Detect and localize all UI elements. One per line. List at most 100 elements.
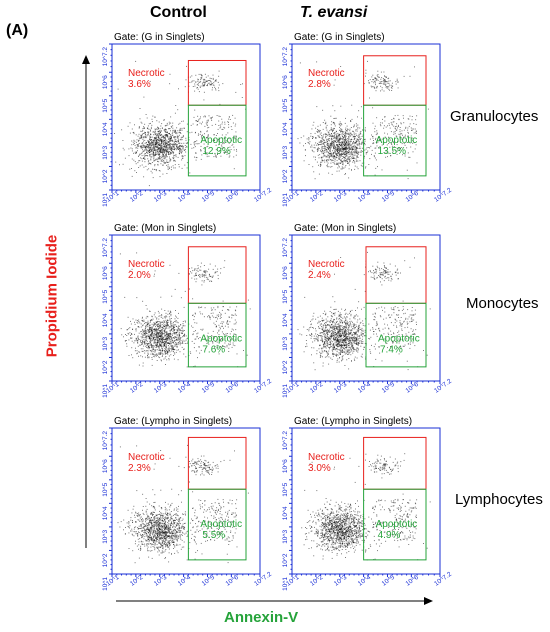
- event-dot: [167, 320, 168, 322]
- event-dot: [166, 149, 168, 151]
- event-dot: [144, 156, 146, 158]
- event-dot: [178, 325, 180, 327]
- event-dot: [335, 130, 337, 132]
- event-dot: [200, 74, 202, 76]
- event-dot: [184, 343, 186, 344]
- event-dot: [176, 331, 178, 333]
- event-dot: [221, 123, 223, 125]
- event-dot: [230, 139, 232, 141]
- event-dot: [178, 335, 180, 337]
- event-dot: [351, 139, 353, 140]
- event-dot: [166, 159, 168, 161]
- event-dot: [137, 145, 139, 146]
- event-dot: [385, 275, 386, 277]
- event-dot: [374, 80, 376, 82]
- event-dot: [161, 147, 163, 149]
- event-dot: [211, 82, 213, 84]
- event-dot: [354, 141, 356, 143]
- event-dot: [345, 154, 347, 156]
- event-dot: [324, 335, 325, 337]
- event-dot: [388, 88, 390, 90]
- event-dot: [220, 346, 222, 348]
- event-dot: [407, 129, 409, 131]
- event-dot: [167, 336, 169, 338]
- event-dot: [210, 118, 212, 120]
- event-dot: [339, 329, 341, 331]
- event-dot: [166, 333, 168, 335]
- event-dot: [397, 87, 399, 89]
- event-dot: [165, 347, 167, 349]
- event-dot: [183, 136, 184, 138]
- event-dot: [153, 324, 155, 325]
- event-dot: [357, 135, 359, 137]
- event-dot: [163, 151, 165, 153]
- event-dot: [330, 320, 332, 322]
- event-dot: [215, 320, 217, 322]
- event-dot: [155, 336, 157, 338]
- event-dot: [320, 164, 322, 166]
- event-dot: [166, 323, 168, 325]
- event-dot: [331, 138, 333, 140]
- event-dot: [336, 147, 338, 149]
- event-dot: [149, 139, 150, 140]
- event-dot: [163, 129, 165, 131]
- event-dot: [397, 141, 399, 142]
- event-dot: [347, 343, 349, 345]
- event-dot: [332, 161, 334, 163]
- event-dot: [147, 329, 149, 331]
- event-dot: [343, 332, 345, 334]
- event-dot: [334, 308, 336, 310]
- event-dot: [347, 349, 349, 351]
- event-dot: [194, 90, 196, 92]
- event-dot: [138, 167, 140, 168]
- event-dot: [176, 137, 178, 139]
- event-dot: [164, 334, 166, 336]
- event-dot: [329, 151, 331, 153]
- event-dot: [397, 81, 399, 83]
- event-dot: [150, 136, 152, 138]
- event-dot: [119, 164, 120, 166]
- event-dot: [354, 165, 356, 167]
- event-dot: [149, 335, 151, 337]
- event-dot: [329, 138, 330, 140]
- event-dot: [143, 150, 145, 152]
- event-dot: [158, 121, 160, 123]
- event-dot: [334, 136, 336, 138]
- event-dot: [338, 165, 340, 167]
- event-dot: [361, 353, 363, 355]
- event-dot: [407, 369, 409, 371]
- event-dot: [145, 339, 147, 341]
- event-dot: [353, 126, 355, 128]
- event-dot: [231, 314, 233, 316]
- event-dot: [310, 133, 312, 135]
- event-dot: [205, 76, 207, 78]
- event-dot: [144, 132, 146, 134]
- event-dot: [333, 318, 335, 320]
- event-dot: [161, 156, 163, 158]
- event-dot: [178, 153, 180, 154]
- event-dot: [177, 146, 179, 148]
- event-dot: [167, 324, 169, 326]
- event-dot: [354, 154, 356, 156]
- event-dot: [322, 128, 324, 130]
- event-dot: [162, 332, 164, 334]
- event-dot: [179, 122, 181, 124]
- event-dot: [354, 135, 355, 137]
- event-dot: [330, 357, 332, 359]
- event-dot: [158, 347, 160, 349]
- event-dot: [199, 269, 201, 271]
- event-dot: [161, 334, 163, 335]
- event-dot: [194, 322, 196, 324]
- event-dot: [175, 130, 177, 132]
- event-dot: [170, 333, 172, 335]
- event-dot: [321, 159, 323, 161]
- event-dot: [385, 86, 387, 88]
- event-dot: [131, 168, 132, 169]
- event-dot: [371, 134, 372, 136]
- event-dot: [155, 332, 157, 334]
- event-dot: [347, 323, 349, 325]
- event-dot: [181, 346, 183, 348]
- event-dot: [326, 147, 328, 149]
- event-dot: [153, 337, 155, 339]
- event-dot: [311, 149, 313, 151]
